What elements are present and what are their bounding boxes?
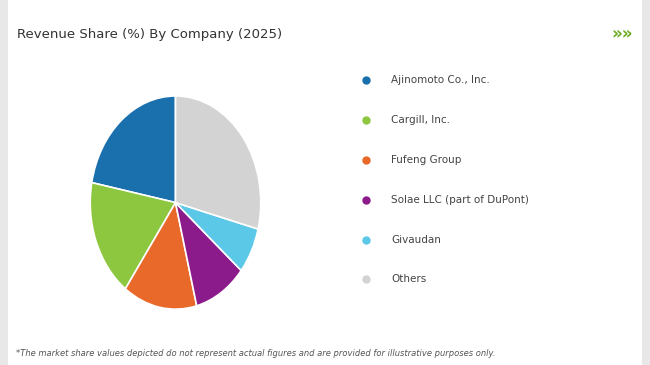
Text: Revenue Share (%) By Company (2025): Revenue Share (%) By Company (2025) bbox=[18, 28, 283, 41]
Text: Solae LLC (part of DuPont): Solae LLC (part of DuPont) bbox=[391, 195, 529, 205]
Wedge shape bbox=[125, 203, 197, 309]
Wedge shape bbox=[90, 182, 176, 289]
Text: *The market share values depicted do not represent actual figures and are provid: *The market share values depicted do not… bbox=[16, 349, 496, 358]
Text: »»: »» bbox=[611, 25, 632, 43]
Wedge shape bbox=[176, 203, 258, 270]
Text: Cargill, Inc.: Cargill, Inc. bbox=[391, 115, 450, 125]
Wedge shape bbox=[92, 96, 176, 203]
Wedge shape bbox=[176, 203, 241, 306]
Text: Fufeng Group: Fufeng Group bbox=[391, 155, 462, 165]
Text: Others: Others bbox=[391, 274, 426, 284]
Text: Givaudan: Givaudan bbox=[391, 235, 441, 245]
Wedge shape bbox=[176, 96, 261, 229]
Text: Ajinomoto Co., Inc.: Ajinomoto Co., Inc. bbox=[391, 75, 490, 85]
